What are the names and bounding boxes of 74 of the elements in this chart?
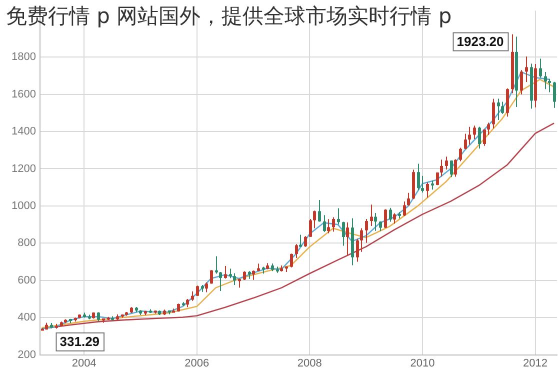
- candlestick: [450, 160, 453, 178]
- candlestick: [389, 207, 392, 222]
- candlestick: [374, 212, 377, 232]
- y-tick-label: 400: [18, 312, 36, 324]
- candlestick: [497, 98, 500, 120]
- candlestick: [539, 58, 542, 78]
- candlestick: [309, 218, 312, 238]
- y-tick-label: 1800: [12, 51, 36, 64]
- candlestick: [346, 222, 349, 256]
- candlestick: [403, 200, 406, 217]
- candlestick: [196, 285, 199, 296]
- candlestick: [229, 268, 232, 279]
- y-tick-label: 200: [18, 348, 36, 361]
- candlestick: [205, 282, 208, 293]
- candlestick: [215, 256, 218, 274]
- x-tick-label: 2012: [523, 357, 548, 370]
- candlestick: [342, 221, 345, 246]
- candlestick: [487, 122, 490, 136]
- candlestick: [468, 126, 471, 146]
- candlestick: [360, 228, 363, 252]
- candlestick: [473, 125, 476, 140]
- candlestick: [327, 218, 330, 234]
- x-tick-label: 2004: [72, 357, 96, 370]
- candlestick: [224, 266, 227, 280]
- x-tick-label: 2008: [297, 357, 322, 370]
- candlestick: [478, 126, 481, 149]
- candlestick: [440, 159, 443, 178]
- candlestick: [318, 200, 321, 222]
- candlestick: [299, 234, 302, 248]
- annotation: 1923.20: [456, 34, 504, 49]
- candlestick: [356, 238, 359, 262]
- candlestick: [548, 78, 551, 93]
- candlestick: [492, 98, 495, 129]
- candlestick: [313, 210, 316, 229]
- candlestick: [384, 208, 387, 228]
- candlestick: [219, 272, 222, 292]
- candlestick: [421, 175, 424, 194]
- candlestick: [459, 147, 462, 162]
- candlestick: [337, 208, 340, 225]
- y-tick-label: 600: [18, 274, 36, 286]
- x-tick-label: 2010: [410, 357, 435, 370]
- y-tick-label: 1400: [12, 126, 36, 138]
- chart-title: 免费行情 p 网站国外，提供全球市场实时行情 p: [6, 3, 452, 30]
- candlestick: [417, 163, 420, 191]
- candlestick: [210, 270, 213, 284]
- candlestick: [553, 81, 556, 108]
- candlestick: [426, 182, 429, 198]
- candlestick: [520, 70, 523, 95]
- candlestick: [525, 56, 528, 83]
- y-tick-label: 1200: [12, 162, 36, 175]
- candlestick: [483, 128, 486, 146]
- candlestick: [304, 236, 307, 248]
- y-tick-label: 1600: [12, 88, 36, 100]
- candlestick: [323, 214, 326, 232]
- candlestick: [233, 272, 236, 286]
- candlestick: [407, 192, 410, 206]
- x-tick-label: 2006: [184, 357, 210, 370]
- y-tick-label: 800: [18, 237, 36, 250]
- candlestick: [332, 216, 335, 232]
- y-tick-label: 1000: [12, 200, 36, 212]
- candlestick: [393, 212, 396, 224]
- candlestick: [454, 158, 457, 178]
- candlestick: [238, 278, 241, 288]
- candlestick: [370, 204, 373, 227]
- candlestick: [445, 156, 448, 170]
- candlestick: [290, 253, 293, 268]
- candlestick: [464, 133, 467, 150]
- annotation: 331.29: [60, 334, 100, 349]
- candlestick: [501, 101, 504, 114]
- candlestick: [365, 218, 368, 244]
- candlestick: [544, 72, 547, 90]
- candlestick: [506, 88, 509, 118]
- candlestick: [295, 244, 298, 259]
- candlestick: [252, 270, 255, 280]
